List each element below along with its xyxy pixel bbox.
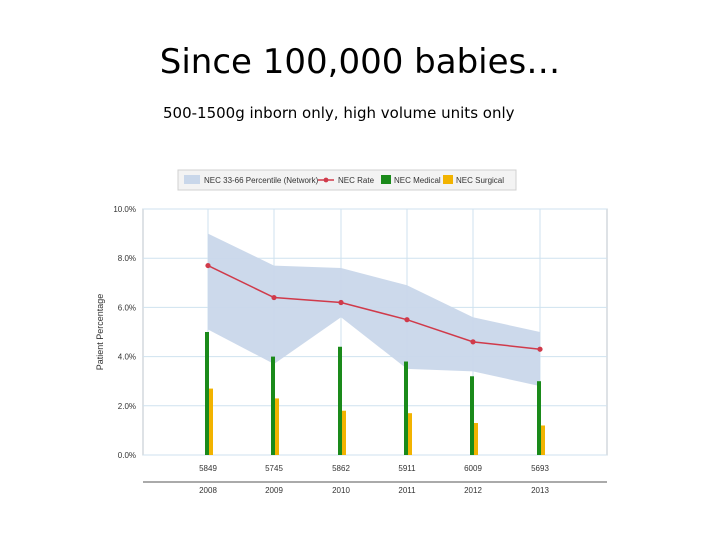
count-label: 5911: [398, 464, 416, 473]
chart-legend: NEC 33-66 Percentile (Network) NEC Rate NE…: [177, 169, 517, 191]
nec-rate-point: [404, 317, 410, 323]
legend-label: NEC Surgical: [456, 176, 504, 185]
nec-medical-bar: [338, 346, 342, 455]
nec-surgical-bar: [342, 410, 346, 455]
y-tick-label: 4.0%: [118, 353, 136, 362]
nec-rate-point: [205, 262, 211, 269]
nec-surgical-bar: [408, 413, 412, 455]
nec-rate-line: [207, 264, 541, 350]
nec-medical-bar: [205, 332, 209, 455]
legend-swatch-band: [184, 175, 200, 184]
x-tick-label: 2008: [199, 486, 217, 495]
legend-box: [177, 169, 517, 191]
slide-subtitle: 500-1500g inborn only, high volume units…: [163, 104, 515, 122]
nec-rate-point: [537, 346, 543, 352]
nec-surgical-bar: [275, 398, 279, 455]
nec-medical-bar: [404, 361, 408, 455]
legend-swatch-medical: [381, 175, 391, 184]
nec-surgical-bar: [474, 423, 478, 455]
nec-rate-point: [338, 299, 344, 306]
count-label: 5693: [531, 464, 549, 473]
x-tick-label: 2013: [531, 486, 549, 495]
x-tick-label: 2010: [332, 486, 350, 495]
legend-swatch-point: [323, 177, 329, 183]
count-label: 5745: [265, 464, 283, 473]
x-tick-label: 2009: [265, 486, 283, 495]
legend-label: NEC Rate: [338, 176, 375, 185]
slide-title: Since 100,000 babies…: [159, 42, 561, 82]
nec-medical-bar: [537, 381, 541, 455]
y-tick-label: 2.0%: [118, 402, 136, 411]
nec-medical-bar: [271, 356, 275, 455]
nec-rate-point: [470, 339, 476, 345]
x-tick-label: 2011: [398, 486, 416, 495]
legend-label: NEC 33-66 Percentile (Network): [204, 176, 319, 185]
plot-area: 0.0% 2.0% 4.0% 6.0% 8.0% 10.0% 5849 5745 5862 591…: [95, 205, 608, 495]
percentile-band: [208, 233, 540, 387]
y-tick-label: 6.0%: [118, 303, 136, 312]
y-tick-label: 10.0%: [113, 205, 136, 214]
x-tick-label: 2012: [464, 486, 482, 495]
count-label: 6009: [464, 464, 482, 473]
legend-swatch-surgical: [443, 175, 453, 184]
nec-surgical-bar: [209, 388, 213, 455]
legend-label: NEC Medical: [394, 176, 441, 185]
y-tick-label: 0.0%: [118, 451, 136, 460]
nec-rate-point: [271, 294, 277, 301]
count-label: 5849: [199, 464, 217, 473]
count-label: 5862: [332, 464, 350, 473]
nec-medical-bar: [470, 376, 474, 455]
nec-surgical-bar: [541, 425, 545, 455]
y-tick-label: 8.0%: [118, 254, 136, 263]
y-axis-title: Patient Percentage: [95, 294, 105, 371]
